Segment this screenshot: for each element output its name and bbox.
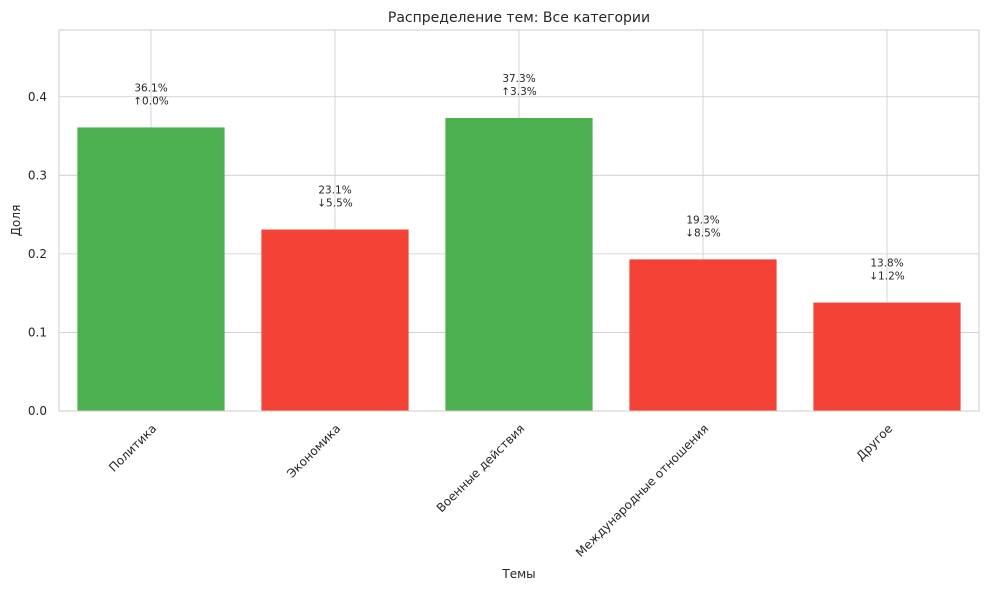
x-axis-ticks: Политика Экономика Военные действия Междуна… bbox=[106, 421, 895, 559]
bar-change-label: ↑3.3% bbox=[501, 86, 536, 98]
bar bbox=[813, 302, 961, 411]
y-tick-label: 0.0 bbox=[28, 404, 47, 418]
y-axis-ticks: 0.0 0.1 0.2 0.3 0.4 bbox=[28, 90, 47, 418]
plot-frame bbox=[58, 29, 980, 412]
bar-value-label: 23.1% bbox=[318, 185, 351, 197]
y-axis-label: Доля bbox=[9, 205, 23, 237]
bars bbox=[77, 117, 961, 411]
x-axis-label: Темы bbox=[501, 567, 535, 581]
x-tick-label: Военные действия bbox=[434, 421, 528, 515]
x-tick-label: Международные отношения bbox=[573, 421, 711, 559]
bar-value-label: 37.3% bbox=[502, 73, 535, 85]
y-tick-label: 0.3 bbox=[28, 168, 47, 182]
bar bbox=[77, 127, 225, 411]
bar-labels: 36.1%↑0.0% 23.1%↓5.5% 37.3%↑3.3% 19.3%↓8.5%… bbox=[133, 73, 904, 283]
x-tick-label: Политика bbox=[106, 421, 159, 474]
bar bbox=[261, 229, 409, 411]
y-tick-label: 0.2 bbox=[28, 247, 47, 261]
x-tick-label: Другое bbox=[854, 421, 896, 463]
bar bbox=[445, 117, 593, 411]
bar-change-label: ↓8.5% bbox=[685, 227, 720, 239]
y-tick-label: 0.4 bbox=[28, 90, 47, 104]
bar-change-label: ↑0.0% bbox=[133, 95, 168, 107]
bar-change-label: ↓1.2% bbox=[869, 271, 904, 283]
bar-change-label: ↓5.5% bbox=[317, 198, 352, 210]
chart-title: Распределение тем: Все категории bbox=[388, 10, 650, 26]
bar-value-label: 13.8% bbox=[870, 258, 903, 270]
x-tick-label: Экономика bbox=[284, 421, 343, 480]
y-tick-label: 0.1 bbox=[28, 325, 47, 339]
bar bbox=[629, 259, 777, 411]
bar-value-label: 36.1% bbox=[134, 82, 167, 94]
bar-value-label: 19.3% bbox=[686, 214, 719, 226]
